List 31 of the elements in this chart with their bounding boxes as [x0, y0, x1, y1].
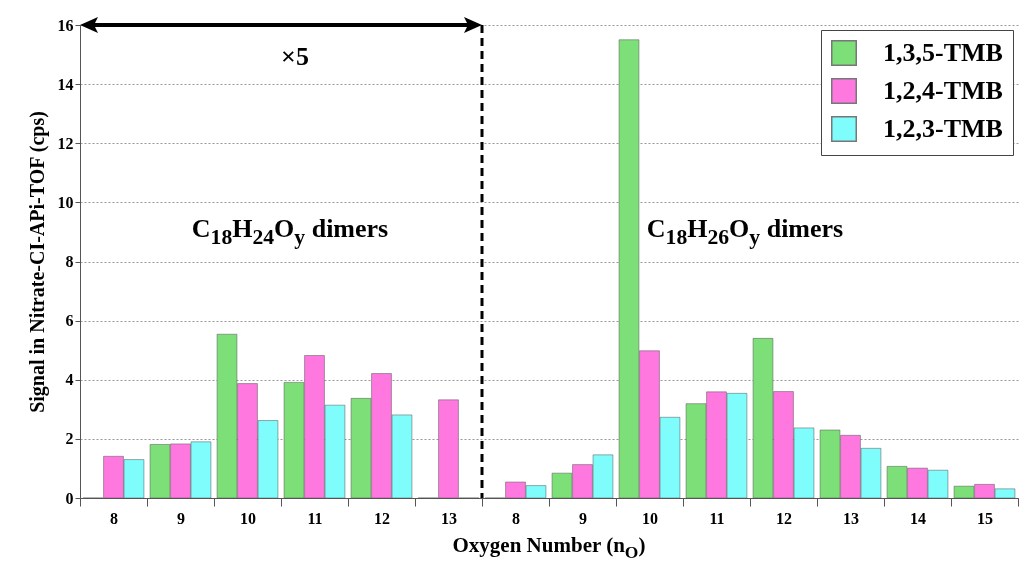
legend-label: 1,2,3-TMB: [883, 114, 1003, 143]
legend-label: 1,2,4-TMB: [883, 76, 1003, 105]
y-tick-label: 8: [65, 253, 74, 270]
x-tick-label: 13: [843, 509, 859, 527]
x-tick-label: 9: [177, 509, 185, 527]
y-tick-label: 10: [57, 193, 74, 211]
y-tick-label: 14: [57, 75, 74, 93]
x-tick-label: 10: [240, 509, 256, 527]
y-tick-label: 16: [57, 16, 74, 34]
y-tick-label: 4: [65, 371, 74, 389]
x-tick-label: 8: [110, 509, 118, 527]
y-tick-label: 12: [57, 134, 74, 152]
y-tick-label: 0: [65, 489, 74, 507]
legend-label: 1,3,5-TMB: [883, 38, 1003, 67]
y-tick-label: 6: [65, 312, 74, 330]
x-tick-label: 12: [776, 509, 792, 527]
x-tick-label: 8: [512, 509, 520, 527]
x-tick-label: 11: [307, 509, 323, 527]
x-axis-title: Oxygen Number (n$_{O}$): [452, 533, 646, 563]
x-tick-label: 10: [642, 509, 658, 527]
x-tick-label: 15: [977, 509, 993, 527]
x-tick-label: 13: [441, 509, 457, 527]
y-tick-label: 2: [65, 430, 74, 448]
x-tick-label: 11: [709, 509, 725, 527]
x-tick-label: 14: [910, 509, 926, 527]
y-axis-title: Signal in Nitrate-CI-APi-TOF (cps): [25, 111, 49, 413]
annotation: C$_{18}$H$_{26}$O$_{y}$ dimers: [646, 214, 844, 250]
annotation: C$_{18}$H$_{24}$O$_{y}$ dimers: [191, 214, 389, 250]
annotation: ×5: [281, 42, 309, 72]
x-tick-label: 12: [374, 509, 390, 527]
x-tick-label: 9: [579, 509, 587, 527]
